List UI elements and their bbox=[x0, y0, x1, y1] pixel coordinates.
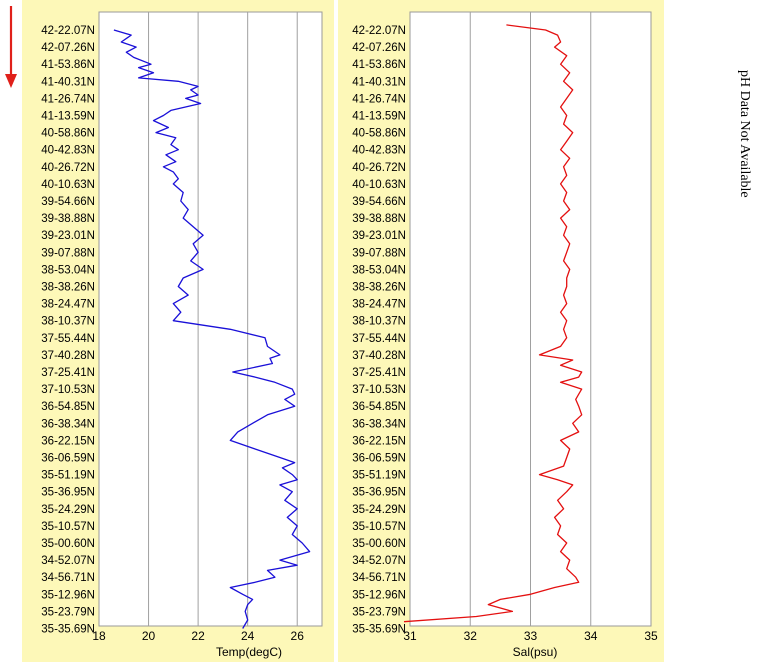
y-tick-label-1-19: 37-40.28N bbox=[352, 350, 406, 362]
y-tick-label-0-33: 35-12.96N bbox=[41, 589, 95, 601]
x-tick-label-0-3: 24 bbox=[241, 629, 255, 643]
y-tick-label-0-7: 40-42.83N bbox=[41, 145, 95, 157]
y-tick-label-0-13: 39-07.88N bbox=[41, 247, 95, 259]
x-tick-label-0-2: 22 bbox=[191, 629, 205, 643]
y-tick-label-0-6: 40-58.86N bbox=[41, 128, 95, 140]
y-tick-label-0-4: 41-26.74N bbox=[41, 93, 95, 105]
y-tick-label-0-11: 39-38.88N bbox=[41, 213, 95, 225]
direction-arrow-icon bbox=[5, 6, 17, 88]
y-tick-label-0-2: 41-53.86N bbox=[41, 59, 95, 71]
x-tick-label-1-1: 32 bbox=[464, 629, 478, 643]
y-tick-label-1-28: 35-24.29N bbox=[352, 504, 406, 516]
x-tick-label-1-4: 35 bbox=[644, 629, 658, 643]
y-tick-label-0-31: 34-52.07N bbox=[41, 555, 95, 567]
y-tick-label-0-18: 37-55.44N bbox=[41, 333, 95, 345]
y-tick-label-1-9: 40-10.63N bbox=[352, 179, 406, 191]
y-tick-label-1-3: 41-40.31N bbox=[352, 76, 406, 88]
y-tick-label-1-23: 36-38.34N bbox=[352, 418, 406, 430]
y-tick-label-1-25: 36-06.59N bbox=[352, 453, 406, 465]
y-tick-label-0-21: 37-10.53N bbox=[41, 384, 95, 396]
x-tick-label-0-4: 26 bbox=[291, 629, 305, 643]
y-tick-label-0-30: 35-00.60N bbox=[41, 538, 95, 550]
series-line-0 bbox=[113, 29, 311, 629]
y-tick-label-1-33: 35-12.96N bbox=[352, 589, 406, 601]
y-tick-label-0-14: 38-53.04N bbox=[41, 264, 95, 276]
y-tick-label-1-10: 39-54.66N bbox=[352, 196, 406, 208]
y-tick-label-1-24: 36-22.15N bbox=[352, 435, 406, 447]
y-tick-label-0-17: 38-10.37N bbox=[41, 316, 95, 328]
y-tick-label-1-11: 39-38.88N bbox=[352, 213, 406, 225]
y-tick-label-0-26: 35-51.19N bbox=[41, 470, 95, 482]
y-tick-label-1-14: 38-53.04N bbox=[352, 264, 406, 276]
y-tick-label-1-7: 40-42.83N bbox=[352, 145, 406, 157]
y-tick-label-0-25: 36-06.59N bbox=[41, 453, 95, 465]
ph-note-text: pH Data Not Available bbox=[737, 70, 752, 198]
x-tick-label-1-0: 31 bbox=[403, 629, 417, 643]
y-tick-label-0-0: 42-22.07N bbox=[41, 25, 95, 37]
y-tick-label-0-16: 38-24.47N bbox=[41, 299, 95, 311]
series-line-1 bbox=[403, 24, 583, 623]
y-tick-label-1-13: 39-07.88N bbox=[352, 247, 406, 259]
y-tick-label-1-22: 36-54.85N bbox=[352, 401, 406, 413]
y-tick-label-0-29: 35-10.57N bbox=[41, 521, 95, 533]
x-tick-label-0-0: 18 bbox=[92, 629, 106, 643]
y-tick-label-1-21: 37-10.53N bbox=[352, 384, 406, 396]
y-tick-label-1-35: 35-35.69N bbox=[352, 624, 406, 636]
x-axis-label-0: Temp(degC) bbox=[216, 645, 282, 659]
x-tick-label-1-2: 33 bbox=[524, 629, 538, 643]
y-tick-label-1-6: 40-58.86N bbox=[352, 128, 406, 140]
y-tick-label-0-1: 42-07.26N bbox=[41, 42, 95, 54]
y-tick-label-0-35: 35-35.69N bbox=[41, 624, 95, 636]
y-tick-label-1-5: 41-13.59N bbox=[352, 111, 406, 123]
y-tick-label-0-15: 38-38.26N bbox=[41, 282, 95, 294]
y-tick-label-0-9: 40-10.63N bbox=[41, 179, 95, 191]
y-tick-label-0-20: 37-25.41N bbox=[41, 367, 95, 379]
y-tick-label-1-4: 41-26.74N bbox=[352, 93, 406, 105]
y-tick-label-1-29: 35-10.57N bbox=[352, 521, 406, 533]
y-tick-label-1-12: 39-23.01N bbox=[352, 230, 406, 242]
y-tick-label-1-8: 40-26.72N bbox=[352, 162, 406, 174]
y-tick-label-1-2: 41-53.86N bbox=[352, 59, 406, 71]
plot-area-0 bbox=[98, 11, 323, 627]
y-tick-label-0-5: 41-13.59N bbox=[41, 111, 95, 123]
ph-note: pH Data Not Available bbox=[737, 70, 772, 270]
y-tick-label-0-28: 35-24.29N bbox=[41, 504, 95, 516]
y-tick-label-0-22: 36-54.85N bbox=[41, 401, 95, 413]
y-tick-label-0-24: 36-22.15N bbox=[41, 435, 95, 447]
y-tick-label-1-27: 35-36.95N bbox=[352, 487, 406, 499]
y-tick-label-0-8: 40-26.72N bbox=[41, 162, 95, 174]
y-tick-label-1-18: 37-55.44N bbox=[352, 333, 406, 345]
y-tick-label-0-19: 37-40.28N bbox=[41, 350, 95, 362]
y-tick-label-1-17: 38-10.37N bbox=[352, 316, 406, 328]
y-tick-label-1-16: 38-24.47N bbox=[352, 299, 406, 311]
y-tick-label-1-34: 35-23.79N bbox=[352, 606, 406, 618]
y-tick-label-1-15: 38-38.26N bbox=[352, 282, 406, 294]
x-tick-label-1-3: 34 bbox=[584, 629, 598, 643]
y-tick-label-0-32: 34-56.71N bbox=[41, 572, 95, 584]
y-tick-label-0-34: 35-23.79N bbox=[41, 606, 95, 618]
y-tick-label-1-26: 35-51.19N bbox=[352, 470, 406, 482]
y-tick-label-1-0: 42-22.07N bbox=[352, 25, 406, 37]
y-tick-label-0-23: 36-38.34N bbox=[41, 418, 95, 430]
y-tick-label-0-27: 35-36.95N bbox=[41, 487, 95, 499]
x-tick-label-0-1: 20 bbox=[142, 629, 156, 643]
y-tick-label-1-32: 34-56.71N bbox=[352, 572, 406, 584]
y-tick-label-0-10: 39-54.66N bbox=[41, 196, 95, 208]
y-tick-label-1-30: 35-00.60N bbox=[352, 538, 406, 550]
y-tick-label-1-31: 34-52.07N bbox=[352, 555, 406, 567]
y-tick-label-1-20: 37-25.41N bbox=[352, 367, 406, 379]
y-tick-label-0-12: 39-23.01N bbox=[41, 230, 95, 242]
y-tick-label-0-3: 41-40.31N bbox=[41, 76, 95, 88]
y-tick-label-1-1: 42-07.26N bbox=[352, 42, 406, 54]
x-axis-label-1: Sal(psu) bbox=[513, 645, 558, 659]
